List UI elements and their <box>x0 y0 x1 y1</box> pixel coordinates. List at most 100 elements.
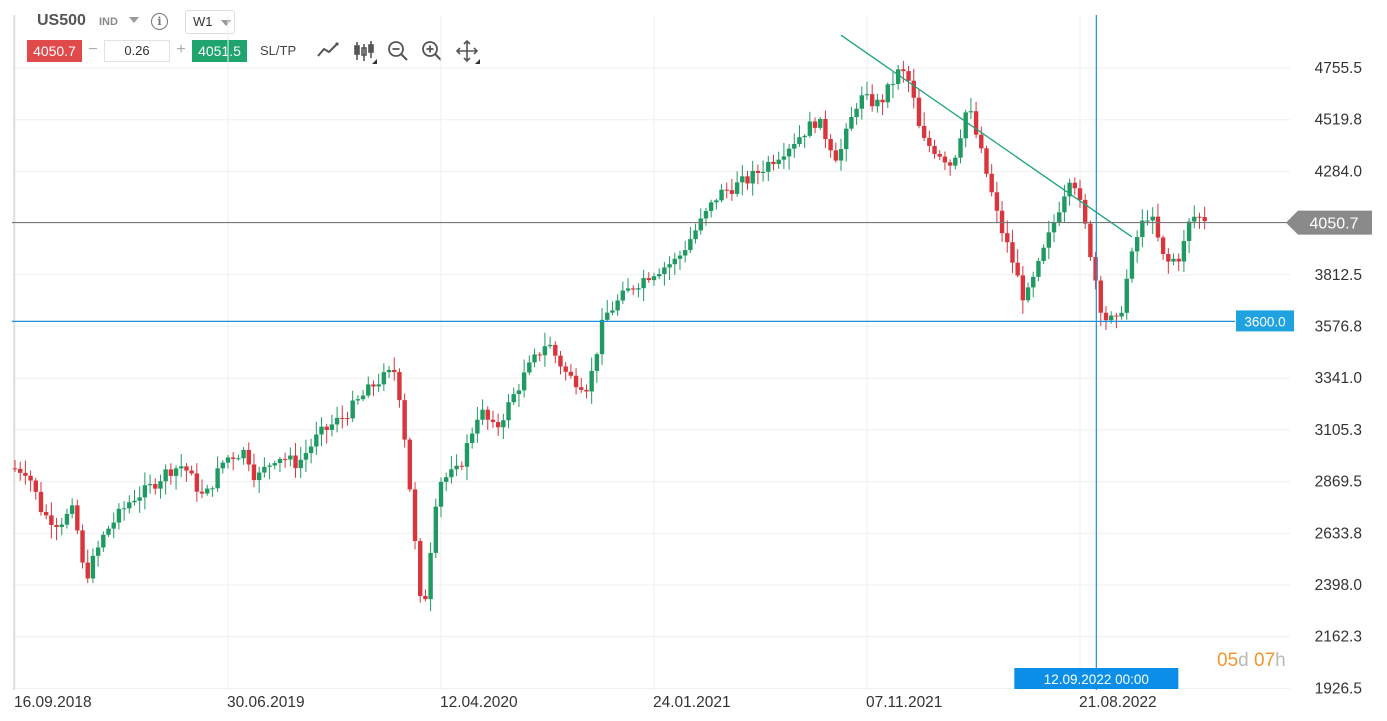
candle-bull <box>215 468 220 489</box>
candle-bull <box>241 449 246 459</box>
candle-bear <box>324 426 329 430</box>
candle-bear <box>459 465 464 467</box>
candle-bull <box>786 148 792 157</box>
x-tick-label: 21.08.2022 <box>1079 694 1157 711</box>
candle-bull <box>1108 315 1114 321</box>
current-price-tag <box>1286 210 1372 235</box>
candle-bull <box>641 278 646 289</box>
candle-bull <box>1124 278 1129 313</box>
candle-bull <box>792 143 797 149</box>
candle-bear <box>646 278 652 281</box>
y-tick-label: 2869.5 <box>1315 474 1362 491</box>
candle-bear <box>932 145 937 154</box>
candle-bull <box>428 552 433 600</box>
candle-bull <box>511 394 516 403</box>
candle-bear <box>251 464 257 481</box>
candle-bull <box>615 300 620 311</box>
candle-bull <box>968 111 974 113</box>
candle-bull <box>137 497 142 501</box>
instrument-type: IND <box>99 16 118 28</box>
candle-bear <box>28 475 33 481</box>
candle-bear <box>246 449 251 465</box>
chart-grid <box>12 15 1290 690</box>
candle-bull <box>267 465 272 467</box>
candle-bull <box>147 484 153 486</box>
candle-bull <box>542 346 548 356</box>
quantity-decrease-button[interactable]: − <box>88 41 98 58</box>
symbol-title: US500 <box>37 12 86 29</box>
y-tick-label: 3576.8 <box>1315 318 1362 335</box>
trendline <box>840 34 1133 238</box>
candle-bear <box>54 524 59 527</box>
candle-bear <box>984 148 989 174</box>
candle-bull <box>958 138 963 158</box>
candle-bull <box>142 485 148 498</box>
candle-bear <box>168 469 174 476</box>
symbol-dropdown-chevron-down-icon[interactable] <box>129 17 139 23</box>
candle-bear <box>402 400 407 440</box>
candle-bull <box>693 230 698 240</box>
candlestick-icon[interactable] <box>352 39 377 64</box>
candle-bear <box>1155 216 1161 238</box>
candle-bull <box>1051 222 1057 233</box>
zoom-in-icon[interactable] <box>420 39 444 63</box>
candle-bull <box>532 354 537 363</box>
candle-bull <box>1134 237 1140 252</box>
candle-bull <box>205 488 210 494</box>
candle-bull <box>220 462 226 469</box>
y-tick-label: 2633.8 <box>1315 525 1362 542</box>
candle-bear <box>199 491 205 494</box>
candle-bull <box>672 258 677 265</box>
candle-bull <box>859 95 865 109</box>
buy-button[interactable]: 4051.5 <box>192 40 247 62</box>
candle-bull <box>963 112 968 139</box>
candle-bull <box>807 121 813 136</box>
timer-days: 05 <box>1217 650 1239 671</box>
sltp-button[interactable]: SL/TP <box>260 43 297 58</box>
candle-bull <box>298 459 303 469</box>
candlestick-series <box>12 60 1207 612</box>
candle-bear <box>340 417 345 419</box>
candle-bull <box>1150 216 1155 221</box>
zoom-out-icon[interactable] <box>386 39 410 63</box>
candle-bear <box>901 69 906 72</box>
candle-bull <box>636 288 641 290</box>
candle-bear <box>1077 188 1083 200</box>
candle-bull <box>667 264 672 268</box>
timeframe-select[interactable]: W1 <box>185 10 235 34</box>
candle-bull <box>740 176 745 183</box>
candle-bull <box>116 508 122 523</box>
info-icon[interactable]: i <box>151 13 168 30</box>
candle-bull <box>776 159 781 165</box>
move-icon[interactable] <box>455 39 480 64</box>
candle-bull <box>516 390 522 395</box>
candle-bear <box>1020 275 1026 301</box>
crosshair-date-label-bg <box>1014 668 1179 689</box>
candle-bull <box>662 267 667 275</box>
quantity-increase-button[interactable]: + <box>176 41 186 58</box>
candle-bull <box>464 443 470 467</box>
y-tick-label: 2162.3 <box>1315 629 1362 646</box>
quantity-field[interactable]: 0.26 <box>104 40 170 62</box>
candle-bear <box>573 375 579 388</box>
x-tick-label: 12.04.2020 <box>440 694 518 711</box>
candle-bear <box>184 466 189 471</box>
candle-bull <box>303 453 309 460</box>
y-axis: 4755.5 4519.8 4284.0 3812.5 3576.8 3341.0 3105… <box>1315 60 1363 697</box>
candle-bull <box>885 84 890 103</box>
candle-bull <box>433 506 439 553</box>
candle-bear <box>537 354 542 356</box>
candle-bear <box>937 153 942 157</box>
line-chart-icon[interactable] <box>316 39 340 63</box>
candle-bear <box>1160 237 1166 255</box>
candle-bull <box>766 161 771 172</box>
candle-bear <box>771 161 776 165</box>
candle-bear <box>1103 312 1109 321</box>
sell-button[interactable]: 4050.7 <box>27 40 82 62</box>
candle-bear <box>49 515 54 525</box>
candle-bull <box>454 465 459 470</box>
candle-bull <box>864 94 870 96</box>
candle-bull <box>334 417 340 425</box>
candle-bull <box>838 149 844 161</box>
